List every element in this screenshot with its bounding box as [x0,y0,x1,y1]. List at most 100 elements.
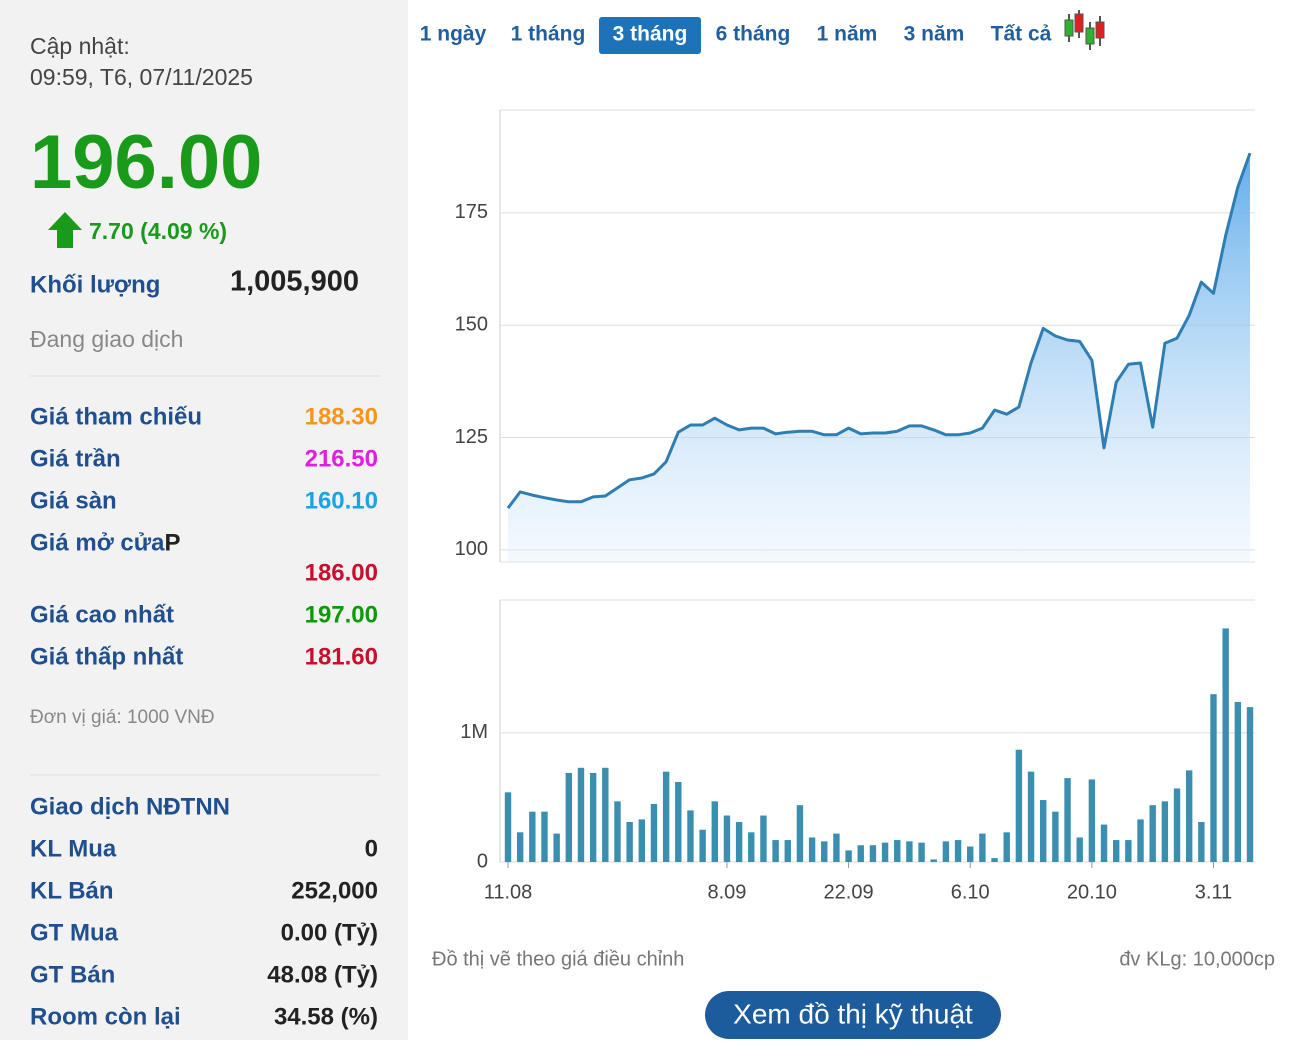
footnote: đv KLg: 10,000cp [1119,948,1275,970]
volume-bar [1112,840,1120,862]
row-value: 188.30 [305,403,378,430]
x-tick-label: 3.11 [1195,881,1232,903]
technical-chart-button[interactable]: Xem đồ thị kỹ thuật [705,991,1001,1039]
row-label: GT Bán [30,961,115,988]
volume-bar [1027,771,1035,862]
x-tick-label: 8.09 [707,881,746,903]
row-value: 186.00 [305,559,378,586]
x-tick-label: 6.10 [951,881,990,903]
row-value: 181.60 [305,643,378,670]
volume-bar [991,858,998,862]
row-value: 34.58 (%) [274,1003,378,1030]
row-value: 252,000 [291,877,378,904]
volume-bar [1052,811,1059,862]
row-label: Giá tham chiếu [30,403,202,430]
volume-bar [1064,778,1071,862]
volume-bar [687,810,694,862]
volume-bar [954,840,962,862]
tab-label[interactable]: Tất cả [991,23,1052,46]
row-label: Giá sàn [30,487,117,514]
volume-bar [833,833,840,862]
footnote: Đồ thị vẽ theo giá điều chỉnh [432,948,684,970]
row-value: 0.00 (Tỷ) [281,919,378,946]
period-tab[interactable]: Tất cả [991,23,1052,46]
volume-bar [1076,837,1083,862]
tab-label[interactable]: 3 tháng [613,23,688,46]
period-tab[interactable]: 1 năm [817,23,878,46]
period-tab[interactable]: 3 tháng [599,17,701,54]
period-tab[interactable]: 1 tháng [511,23,586,46]
volume-bar [529,811,536,862]
volume-bar [1234,701,1242,862]
row-label: GT Mua [30,919,119,946]
volume-bar [1003,832,1010,862]
row-value: 0 [365,835,378,862]
volume-bar [1246,707,1254,862]
volume-bar [821,841,828,862]
button-bg[interactable] [705,991,1001,1039]
volume-bar [723,815,731,862]
volume-label: Khối lượng [30,271,160,298]
volume-bar [638,819,646,862]
tab-label[interactable]: 3 năm [904,23,965,46]
tab-label[interactable]: 6 tháng [716,23,791,46]
volume-bar [565,772,573,862]
candle-icon [1064,10,1105,50]
volume-bar [1137,819,1144,862]
y-tick-label: 0 [477,850,488,872]
volume-bar [1040,800,1047,862]
volume-bar [614,801,621,862]
volume-bar [1173,788,1181,862]
period-tab[interactable]: 1 ngày [420,23,487,46]
update-time: 09:59, T6, 07/11/2025 [30,64,253,90]
foreign-title: Giao dịch NĐTNN [30,793,230,820]
row-value: 160.10 [305,487,378,514]
volume-bar [711,801,718,862]
row-label: Giá thấp nhất [30,643,183,670]
volume-bar [784,840,791,862]
x-tick-label: 22.09 [824,881,874,903]
row-label: Room còn lại [30,1003,181,1030]
tab-label[interactable]: 1 tháng [511,23,586,46]
button-label[interactable]: Xem đồ thị kỹ thuật [733,998,973,1029]
volume-bar [577,767,585,862]
volume-bar [881,842,889,862]
volume-bar [735,821,743,862]
volume-bar [516,832,524,862]
volume-bar [553,833,560,862]
volume-bar [1149,805,1156,862]
price-line [506,152,1252,510]
row-value: 197.00 [305,601,378,628]
price-area [508,153,1250,562]
volume-bar [760,815,767,862]
y-tick-label: 1M [460,721,488,743]
side-panel [0,0,408,1040]
tab-label[interactable]: 1 ngày [420,23,487,46]
volume-bar [748,832,755,862]
volume-bar [979,833,986,862]
row-label: Giá trần [30,445,121,472]
volume-bar [1015,749,1023,862]
price: 196.00 [30,120,262,205]
update-label: Cập nhật: [30,33,130,59]
volume-bar [1185,770,1193,862]
volume-bar [1198,821,1205,862]
y-tick-label: 175 [455,201,488,223]
y-tick-label: 125 [455,426,488,448]
up-arrow [48,212,82,248]
row-label: Giá cao nhất [30,601,174,628]
row-label: KL Bán [30,877,114,904]
volume-bar [602,767,609,862]
tab-label[interactable]: 1 năm [817,23,878,46]
row-label: Giá mở cửa [30,529,165,556]
volume-bar [918,842,925,862]
row-label: KL Mua [30,835,117,862]
tab-bg[interactable] [599,17,701,54]
period-tab[interactable]: 6 tháng [716,23,791,46]
volume-bar [772,840,779,862]
volume-bar [589,772,597,862]
volume-bar [906,841,913,862]
period-tab[interactable]: 3 năm [904,23,965,46]
y-tick-label: 150 [455,313,488,335]
